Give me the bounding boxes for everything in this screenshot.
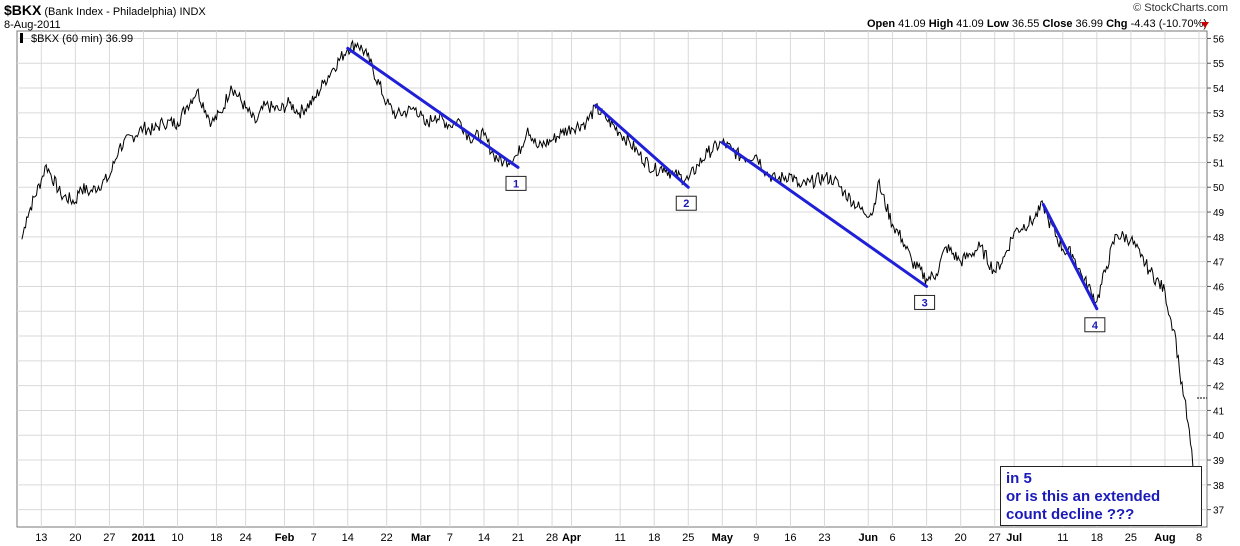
trendline bbox=[720, 141, 929, 288]
chg-label: Chg bbox=[1106, 18, 1128, 30]
x-tick-label: 27 bbox=[989, 532, 1001, 544]
down-triangle-icon bbox=[1201, 22, 1209, 28]
trendline bbox=[594, 103, 690, 189]
ohlc-readout: Open 41.09 High 41.09 Low 36.55 Close 36… bbox=[867, 18, 1207, 30]
wave-label-box bbox=[675, 195, 697, 211]
open-value: 41.09 bbox=[898, 18, 926, 30]
x-tick-label: 11 bbox=[614, 532, 625, 544]
wave-label: 3 bbox=[922, 297, 928, 309]
legend-label: $BKX (60 min) 36.99 bbox=[31, 33, 133, 45]
x-tick-label: 18 bbox=[648, 532, 660, 544]
x-tick-label: 22 bbox=[381, 532, 393, 544]
x-tick-label: 18 bbox=[1091, 532, 1103, 544]
y-tick-label: 37 bbox=[1213, 506, 1225, 517]
x-tick-label: 2011 bbox=[132, 532, 156, 544]
x-tick-label: 20 bbox=[69, 532, 81, 544]
high-label: High bbox=[928, 18, 954, 30]
x-tick-label: Aug bbox=[1154, 532, 1175, 544]
x-tick-label: Jul bbox=[1006, 532, 1022, 544]
y-tick-label: 51 bbox=[1213, 158, 1225, 169]
y-tick-label: 45 bbox=[1213, 307, 1225, 318]
exchange-label: INDX bbox=[179, 6, 206, 18]
x-tick-label: 11 bbox=[1057, 532, 1068, 544]
y-tick-label: 40 bbox=[1213, 431, 1225, 442]
x-tick-label: 13 bbox=[35, 532, 47, 544]
y-tick-label: 47 bbox=[1213, 258, 1225, 269]
y-tick-label: 46 bbox=[1213, 282, 1225, 293]
annotation-line-1: in 5 bbox=[1006, 470, 1032, 487]
x-tick-label: 6 bbox=[889, 532, 895, 544]
y-tick-label: 42 bbox=[1213, 382, 1225, 393]
wave-label: 2 bbox=[683, 198, 689, 210]
chart-symbol: $BKX (Bank Index - Philadelphia) INDX bbox=[4, 2, 206, 18]
close-label: Close bbox=[1042, 18, 1073, 30]
annotation-line-2: or is this an extended bbox=[1006, 488, 1161, 505]
x-tick-label: Apr bbox=[562, 532, 582, 544]
close-value: 36.99 bbox=[1075, 18, 1104, 30]
price-line bbox=[21, 39, 1200, 510]
y-tick-label: 55 bbox=[1213, 59, 1225, 70]
x-tick-label: Feb bbox=[275, 532, 295, 544]
y-tick-label: 39 bbox=[1213, 456, 1225, 467]
x-tick-label: 7 bbox=[447, 532, 453, 544]
y-tick-label: 52 bbox=[1213, 134, 1225, 145]
x-tick-label: 27 bbox=[103, 532, 115, 544]
trendline bbox=[1041, 203, 1099, 311]
wave-label-box bbox=[1084, 317, 1106, 333]
y-tick-label: 48 bbox=[1213, 233, 1225, 244]
x-tick-label: 9 bbox=[753, 532, 759, 544]
wave-label-box bbox=[914, 294, 936, 310]
x-tick-label: 21 bbox=[512, 532, 524, 544]
x-tick-label: 14 bbox=[478, 532, 490, 544]
x-tick-label: May bbox=[712, 532, 734, 544]
x-tick-label: 25 bbox=[1125, 532, 1137, 544]
wave-label: 4 bbox=[1092, 320, 1099, 332]
x-tick-label: 8 bbox=[1196, 532, 1202, 544]
wave-label: 1 bbox=[513, 178, 519, 190]
trendline bbox=[346, 46, 520, 169]
y-tick-label: 56 bbox=[1213, 34, 1225, 45]
y-tick-label: 44 bbox=[1213, 332, 1225, 343]
x-tick-label: 28 bbox=[546, 532, 558, 544]
x-tick-label: 24 bbox=[239, 532, 251, 544]
y-tick-label: 50 bbox=[1213, 183, 1225, 194]
x-tick-label: 25 bbox=[682, 532, 694, 544]
high-value: 41.09 bbox=[956, 18, 984, 30]
x-tick-label: 14 bbox=[342, 532, 354, 544]
chg-value: -4.43 (-10.70%) bbox=[1130, 18, 1207, 30]
open-label: Open bbox=[866, 18, 896, 30]
x-tick-label: 13 bbox=[920, 532, 932, 544]
x-tick-label: Jun bbox=[858, 532, 878, 544]
chart-date: 8-Aug-2011 bbox=[4, 19, 61, 31]
wave-label-box bbox=[505, 175, 527, 191]
x-tick-label: Mar bbox=[411, 532, 431, 544]
brand-watermark: © StockCharts.com bbox=[1133, 2, 1228, 14]
annotation-line-3: count decline ??? bbox=[1006, 506, 1135, 523]
low-label: Low bbox=[986, 18, 1009, 30]
x-tick-label: 10 bbox=[171, 532, 183, 544]
y-tick-label: 54 bbox=[1213, 84, 1225, 95]
low-value: 36.55 bbox=[1011, 18, 1040, 30]
x-tick-label: 18 bbox=[210, 532, 222, 544]
y-tick-label: 38 bbox=[1213, 481, 1225, 492]
y-tick-label: 49 bbox=[1213, 208, 1225, 219]
index-description: (Bank Index - Philadelphia) bbox=[44, 6, 177, 18]
x-tick-label: 20 bbox=[955, 532, 967, 544]
y-tick-label: 43 bbox=[1213, 357, 1225, 368]
x-tick-label: 7 bbox=[311, 532, 317, 544]
y-tick-label: 53 bbox=[1213, 109, 1225, 120]
legend-swatch-icon bbox=[20, 33, 23, 43]
plot-frame bbox=[16, 30, 1208, 528]
x-tick-label: 23 bbox=[818, 532, 830, 544]
y-tick-label: 41 bbox=[1213, 406, 1225, 417]
x-tick-label: 16 bbox=[784, 532, 796, 544]
annotation-box: in 5 or is this an extended count declin… bbox=[1000, 466, 1202, 526]
